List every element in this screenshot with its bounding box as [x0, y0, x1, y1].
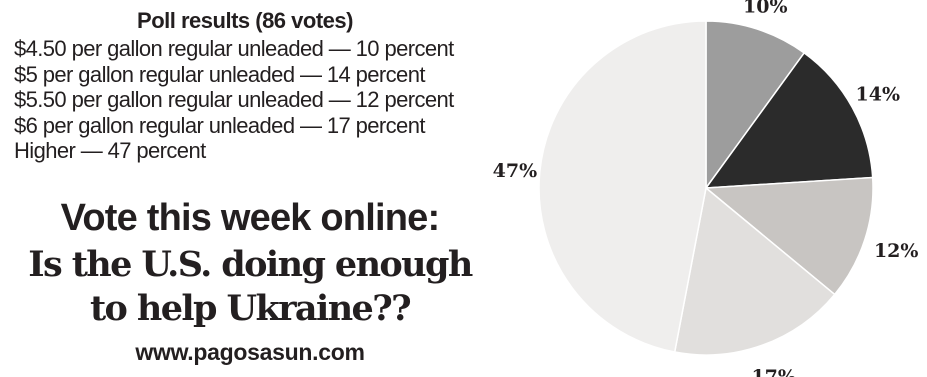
poll-option: $5 per gallon regular unleaded — 14 perc… [14, 61, 425, 87]
vote-question-line-1: Is the U.S. doing enough [28, 244, 473, 285]
website-url[interactable]: www.pagosasun.com [135, 339, 365, 365]
poll-title: Poll results (86 votes) [137, 8, 353, 33]
pie-slice-label: 12% [874, 240, 919, 262]
pie-slice [673, 186, 836, 356]
poll-option: $6 per gallon regular unleaded — 17 perc… [14, 112, 425, 138]
poll-option: $5.50 per gallon regular unleaded — 12 p… [14, 87, 454, 112]
poll-panel: Poll results (86 votes) $4.50 per gallon… [14, 8, 473, 365]
pie-slice [704, 51, 874, 189]
vote-heading: Vote this week online: [60, 197, 440, 239]
pie-slice-label: 14% [856, 84, 901, 106]
pie-slice [704, 176, 874, 296]
poll-option: Higher — 47 percent [14, 138, 206, 163]
pie-slice [705, 20, 806, 191]
poll-options-list: $4.50 per gallon regular unleaded — 10 p… [14, 36, 454, 164]
poll-option: $4.50 per gallon regular unleaded — 10 p… [14, 36, 454, 61]
pie-slice-label: 10% [743, 0, 788, 17]
vote-question-line-2: to help Ukraine?? [89, 288, 412, 329]
pie-slice-label: 47% [493, 160, 538, 182]
pie-slice [538, 20, 707, 353]
pie-slice-label: 17% [751, 366, 796, 377]
